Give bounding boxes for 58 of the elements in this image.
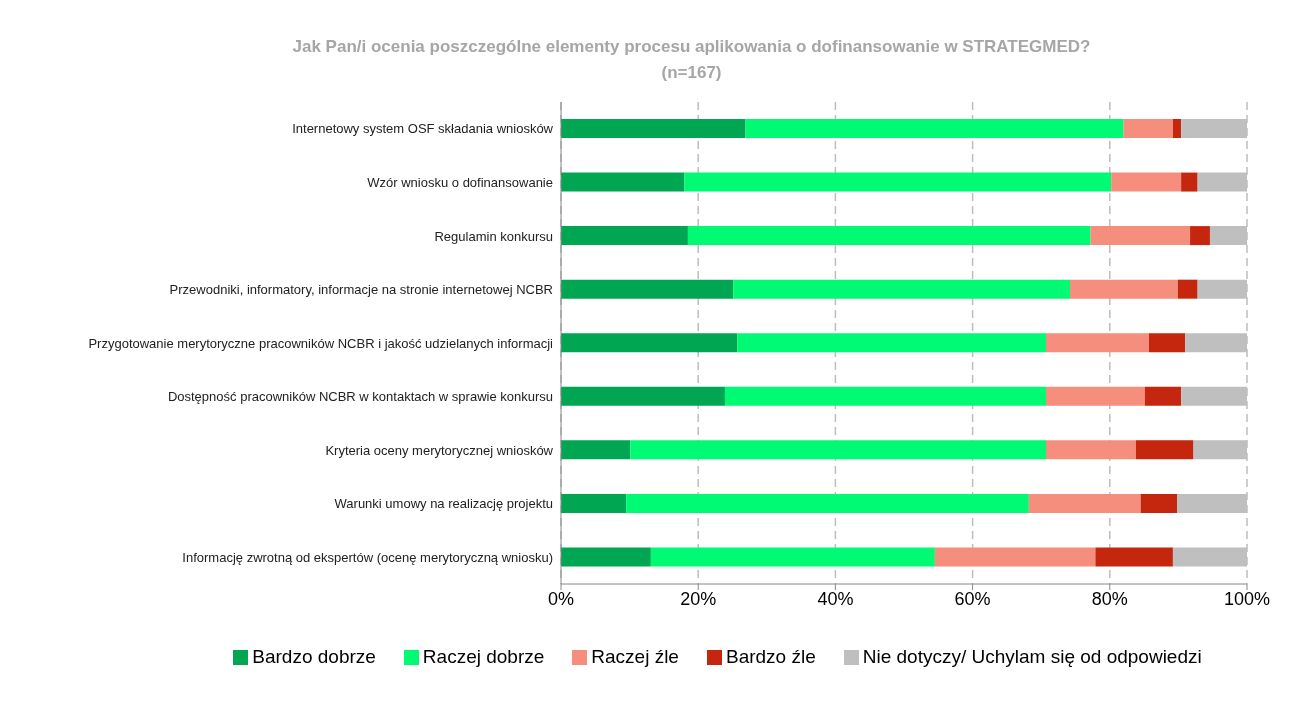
bar [561,172,685,192]
x-tick-label: 80% [1091,588,1128,609]
bar [745,119,1124,138]
bar [1046,333,1149,353]
bar [650,547,935,567]
bar [561,493,627,513]
bar [687,226,1091,246]
y-tick-label: Przygotowanie merytoryczne pracowników NCBR i jakość udzielanych informacji [88,335,554,351]
legend-label: Nie dotyczy/ Uchylam się od odpowiedzi [862,646,1202,667]
bar [561,440,631,460]
y-tick-label: Przewodniki, informatory, informacje na stronie internetowej NCBR [169,282,553,298]
legend-label: Raczej dobrze [422,646,545,667]
legend-label: Bardzo źle [725,646,816,667]
y-tick-label: Warunki umowy na realizację projektu [334,496,553,512]
bar [1095,547,1173,567]
bar [1090,226,1191,246]
x-tick-label: 20% [680,588,717,609]
x-tick-label: 40% [817,588,854,609]
bar [1177,279,1198,299]
y-tick-label: Dostępność pracowników NCBR w kontaktach w sprawie konkursu [167,389,553,405]
bar [561,547,651,567]
x-tick-label: 100% [1223,588,1271,609]
bar [1190,226,1210,246]
bar [1172,119,1182,138]
y-tick-label: Regulamin konkursu [434,228,553,244]
bar [630,440,1046,460]
x-tick-label: 0% [547,588,575,609]
bar [561,333,738,353]
bar [1140,493,1178,513]
bar [561,119,746,138]
bar [561,279,734,299]
chart-title: Jak Pan/i ocenia poszczególne elementy procesu aplikowania o dofinansowanie w STRATEGMED? [291,36,1092,58]
bar [733,279,1071,299]
y-tick-label: Wzór wniosku o dofinansowanie [367,174,553,190]
bar [1111,172,1182,192]
bar [1148,333,1186,353]
bar [1028,493,1141,513]
legend-label: Raczej źle [591,646,679,667]
y-tick-label: Internetowy system OSF składania wniosków [292,121,554,137]
x-tick-label: 60% [954,588,991,609]
bar [1070,279,1178,299]
bar [724,386,1046,406]
chart-subtitle: (n=167) [660,62,723,84]
bar [1123,119,1173,138]
bar [626,493,1029,513]
bar [561,386,725,406]
bar [934,547,1096,567]
bar [1046,440,1136,460]
bar [1181,172,1198,192]
bar [1046,386,1145,406]
bar [1135,440,1194,460]
y-tick-label: Kryteria oceny merytorycznej wniosków [325,442,554,458]
bar [684,172,1112,192]
y-tick-label: Informację zwrotną od ekspertów (ocenę merytoryczną wniosku) [182,549,553,565]
bar [561,226,688,246]
bar [737,333,1046,353]
bar [1144,386,1182,406]
legend-label: Bardzo dobrze [252,646,376,667]
